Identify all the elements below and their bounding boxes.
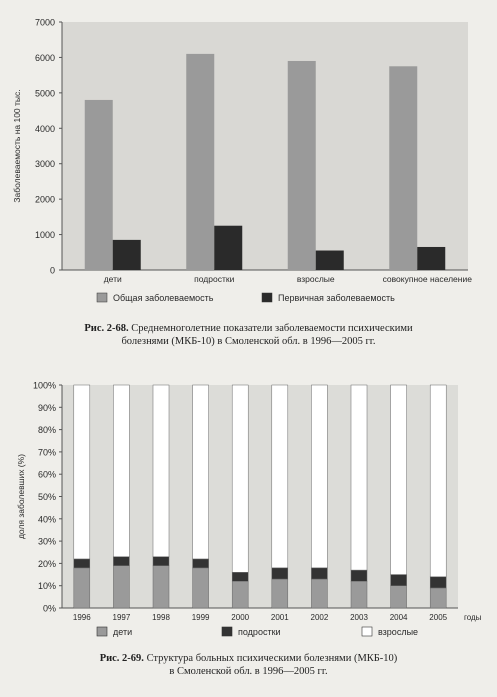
bar-primary-morbidity: [315, 250, 344, 270]
segment-adolescents: [73, 558, 91, 569]
x-tick-label: дети: [104, 274, 122, 284]
x-tick-label: 2001: [271, 613, 289, 622]
segment-adults: [350, 384, 368, 571]
x-tick-label: 2000: [231, 613, 249, 622]
legend-label: Общая заболеваемость: [113, 293, 214, 303]
segment-adults: [311, 384, 328, 569]
y-tick-label: 2000: [35, 195, 55, 205]
bar-total-morbidity: [389, 66, 418, 271]
legend-swatch: [96, 292, 108, 303]
segment-children: [192, 567, 209, 609]
segment-adolescents: [271, 567, 289, 580]
caption-2-label: Рис. 2-69.: [99, 653, 144, 664]
segment-adolescents: [152, 556, 170, 566]
bar-total-morbidity: [84, 99, 113, 270]
segment-children: [429, 587, 447, 609]
segment-adults: [429, 384, 447, 578]
segment-adolescents: [113, 556, 130, 566]
x-tick-label: 2002: [311, 613, 329, 622]
y-tick-label: 3000: [35, 159, 55, 169]
y-axis-label: доля заболевших (%): [16, 454, 26, 539]
legend-label: Первичная заболеваемость: [278, 293, 395, 303]
segment-children: [311, 578, 328, 609]
x-tick-label: совокупное население: [383, 274, 473, 284]
bar-primary-morbidity: [112, 239, 141, 270]
legend-swatch: [361, 626, 373, 637]
y-tick-label: 30%: [38, 537, 56, 547]
segment-adolescents: [350, 569, 368, 582]
segment-adolescents: [390, 574, 407, 586]
y-tick-label: 4000: [35, 124, 55, 134]
legend-label: дети: [113, 627, 132, 637]
caption-1-line-2: болезнями (МКБ-10) в Смоленской обл. в 1…: [121, 336, 376, 347]
x-tick-label: 1996: [73, 613, 91, 622]
caption-1-line-1: Среднемноголетние показатели заболеваемо…: [131, 323, 413, 334]
segment-adults: [73, 384, 91, 560]
x-tick-label: взрослые: [297, 274, 335, 284]
segment-adults: [390, 384, 407, 575]
y-tick-label: 7000: [35, 18, 55, 28]
x-tick-label: 1999: [192, 613, 210, 622]
segment-children: [231, 580, 249, 609]
segment-children: [271, 578, 289, 609]
bar-primary-morbidity: [214, 225, 243, 270]
segment-adolescents: [231, 572, 249, 582]
x-axis-unit: годы: [464, 613, 482, 622]
y-tick-label: 20%: [38, 559, 56, 569]
x-tick-label: 1997: [113, 613, 131, 622]
y-tick-label: 6000: [35, 53, 55, 63]
figure-caption-2: Рис. 2-69. Структура больных психическим…: [0, 652, 497, 678]
x-tick-label: 2004: [390, 613, 408, 622]
x-tick-label: 2005: [429, 613, 447, 622]
segment-children: [73, 567, 91, 609]
segment-adults: [271, 384, 289, 569]
y-axis-label: Заболеваемость на 100 тыс.: [12, 89, 22, 202]
segment-children: [152, 565, 170, 609]
segment-adults: [231, 384, 249, 573]
segment-children: [390, 585, 407, 609]
y-tick-label: 80%: [38, 425, 56, 435]
segment-adults: [152, 384, 170, 557]
x-tick-label: 2003: [350, 613, 368, 622]
segment-children: [350, 580, 368, 609]
segment-adults: [192, 384, 209, 560]
y-tick-label: 50%: [38, 492, 56, 502]
legend-label: подростки: [238, 627, 281, 637]
legend-swatch: [221, 626, 233, 637]
figure-caption-1: Рис. 2-68. Среднемноголетние показатели …: [0, 322, 497, 348]
y-tick-label: 40%: [38, 514, 56, 524]
legend-swatch: [261, 292, 273, 303]
y-tick-label: 0: [50, 266, 55, 276]
morbidity-bar-chart: 0 1000 2000 3000 4000 5000 6000 7000 Заболеваемо…: [12, 18, 473, 304]
segment-adolescents: [192, 558, 209, 569]
caption-1-label: Рис. 2-68.: [84, 323, 129, 334]
y-tick-label: 90%: [38, 403, 56, 413]
segment-adults: [113, 384, 130, 557]
y-tick-label: 1000: [35, 230, 55, 240]
caption-2-line-2: в Смоленской обл. в 1996—2005 гг.: [169, 666, 328, 677]
caption-2-line-1: Структура больных психическими болезнями…: [146, 653, 398, 664]
x-tick-label: 1998: [152, 613, 170, 622]
bar-primary-morbidity: [417, 246, 446, 270]
y-tick-label: 0%: [43, 604, 56, 614]
y-tick-label: 70%: [38, 447, 56, 457]
segment-adolescents: [311, 567, 328, 580]
y-tick-label: 60%: [38, 470, 56, 480]
x-tick-label: подростки: [194, 274, 234, 284]
y-tick-label: 5000: [35, 88, 55, 98]
bar-total-morbidity: [287, 60, 316, 270]
y-tick-label: 100%: [33, 381, 56, 391]
legend-label: взрослые: [378, 627, 418, 637]
segment-children: [113, 565, 130, 609]
legend-swatch: [96, 626, 108, 637]
y-tick-label: 10%: [38, 581, 56, 591]
segment-adolescents: [429, 576, 447, 589]
bar-total-morbidity: [186, 53, 215, 271]
